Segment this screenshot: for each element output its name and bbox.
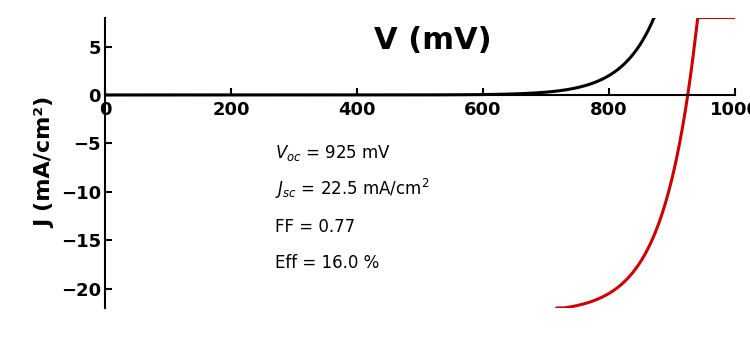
Text: Eff = 16.0 %: Eff = 16.0 % bbox=[275, 254, 380, 272]
Text: $V_{oc}$ = 925 mV: $V_{oc}$ = 925 mV bbox=[275, 143, 392, 163]
Y-axis label: J (mA/cm²): J (mA/cm²) bbox=[35, 97, 56, 229]
Text: $J_{sc}$ = 22.5 mA/cm$^2$: $J_{sc}$ = 22.5 mA/cm$^2$ bbox=[275, 177, 430, 201]
Text: V (mV): V (mV) bbox=[374, 26, 491, 55]
Text: FF = 0.77: FF = 0.77 bbox=[275, 217, 356, 236]
